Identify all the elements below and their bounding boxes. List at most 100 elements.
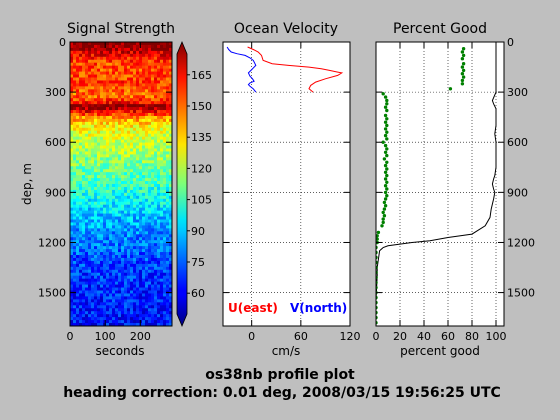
heatmap-cell [151,124,155,129]
heatmap-cell [88,186,92,191]
heatmap-cell [151,237,155,241]
heatmap-cell [154,216,158,220]
heatmap-cell [160,139,164,143]
heatmap-cell [94,299,98,303]
heatmap-cell [145,213,149,217]
heatmap-cell [136,104,140,108]
heatmap-cell [115,53,119,58]
heatmap-cell [85,115,89,120]
heatmap-cell [109,278,113,283]
heatmap-cell [115,160,119,164]
heatmap-cell [76,44,80,49]
heatmap-cell [73,210,77,214]
heatmap-cell [85,86,89,90]
heatmap-cell [133,240,137,244]
heatmap-cell [97,255,101,259]
heatmap-cell [112,305,116,309]
heatmap-cell [103,178,107,182]
heatmap-cell [154,192,158,197]
heatmap-cell [109,186,113,191]
heatmap-cell [142,246,146,250]
heatmap-cell [139,157,143,161]
heatmap-cell [163,145,167,149]
heatmap-cell [112,89,116,93]
heatmap-cell [157,323,161,326]
heatmap-cell [112,121,116,126]
heatmap-cell [133,160,137,164]
heatmap-cell [157,257,161,262]
heatmap-cell [124,231,128,235]
heatmap-cell [136,157,140,161]
heatmap-cell [91,115,95,120]
heatmap-cell [136,77,140,81]
heatmap-cell [112,86,116,90]
heatmap-cell [139,118,143,123]
heatmap-cell [157,148,161,152]
heatmap-cell [73,133,77,138]
heatmap-cell [94,272,98,277]
heatmap-cell [76,68,80,72]
heatmap-cell [94,317,98,321]
heatmap-cell [85,142,89,146]
heatmap-cell [145,56,149,61]
percent-good-point [461,47,466,51]
heatmap-cell [160,299,164,303]
heatmap-cell [91,296,95,300]
heatmap-cell [88,222,92,226]
heatmap-cell [106,257,110,262]
heatmap-cell [94,213,98,217]
heatmap-cell [118,246,122,250]
heatmap-cell [142,228,146,232]
heatmap-cell [169,89,172,93]
heatmap-cell [139,234,143,238]
heatmap-cell [88,234,92,238]
heatmap-cell [148,142,152,146]
heatmap-cell [142,89,146,93]
heatmap-cell [76,53,80,58]
heatmap-cell [157,110,161,114]
heatmap-cell [73,308,77,312]
heatmap-cell [91,107,95,111]
heatmap-cell [85,255,89,259]
heatmap-cell [145,62,149,67]
heatmap-cell [124,207,128,212]
heatmap-cell [133,207,137,212]
heatmap-cell [121,83,125,87]
heatmap-cell [85,210,89,214]
heatmap-cell [112,195,116,200]
heatmap-cell [76,249,80,253]
heatmap-cell [145,299,149,303]
heatmap-cell [118,83,122,87]
heatmap-cell [85,198,89,203]
heatmap-cell [91,178,95,182]
heatmap-cell [139,56,143,61]
heatmap-cell [106,166,110,170]
heatmap-cell [109,145,113,149]
heatmap-cell [100,118,104,123]
heatmap-cell [91,210,95,214]
heatmap-cell [73,107,77,111]
heatmap-cell [103,192,107,197]
heatmap-cell [103,305,107,309]
heatmap-cell [88,201,92,206]
heatmap-cell [160,163,164,167]
heatmap-cell [154,98,158,102]
heatmap-cell [160,269,164,274]
heatmap-cell [109,178,113,182]
heatmap-cell [166,255,170,259]
heatmap-cell [115,207,119,212]
heatmap-cell [127,275,131,280]
heatmap-cell [151,71,155,75]
heatmap-cell [103,56,107,61]
heatmap-cell [163,237,167,241]
heatmap-cell [127,311,131,315]
heatmap-cell [163,124,167,129]
heatmap-cell [133,118,137,123]
heatmap-cell [121,186,125,191]
heatmap-cell [82,53,86,58]
heatmap-cell [94,189,98,194]
heatmap-cell [136,195,140,200]
heatmap-cell [88,121,92,126]
